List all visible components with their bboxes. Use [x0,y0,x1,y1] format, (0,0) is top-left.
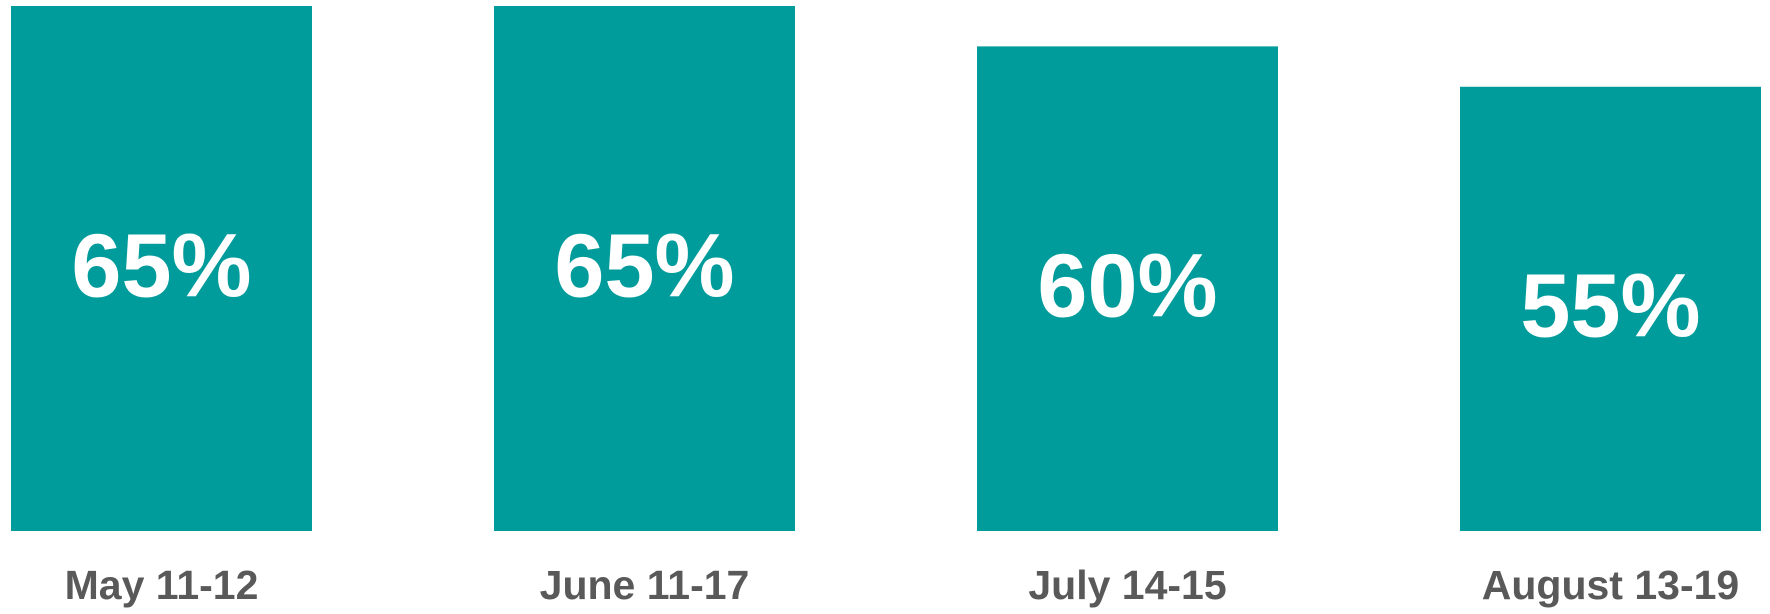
value-label: 60% [1037,236,1217,336]
x-tick-label: August 13-19 [1482,562,1739,608]
x-tick-label: June 11-17 [540,562,750,608]
value-label: 65% [554,216,734,316]
bar [1460,86,1761,532]
value-label: 55% [1520,257,1700,357]
x-tick-label: May 11-12 [65,562,259,608]
x-tick-label: July 14-15 [1028,562,1226,608]
bar [494,6,795,531]
value-label: 65% [71,216,251,316]
bar [11,6,312,531]
bar [977,46,1278,532]
